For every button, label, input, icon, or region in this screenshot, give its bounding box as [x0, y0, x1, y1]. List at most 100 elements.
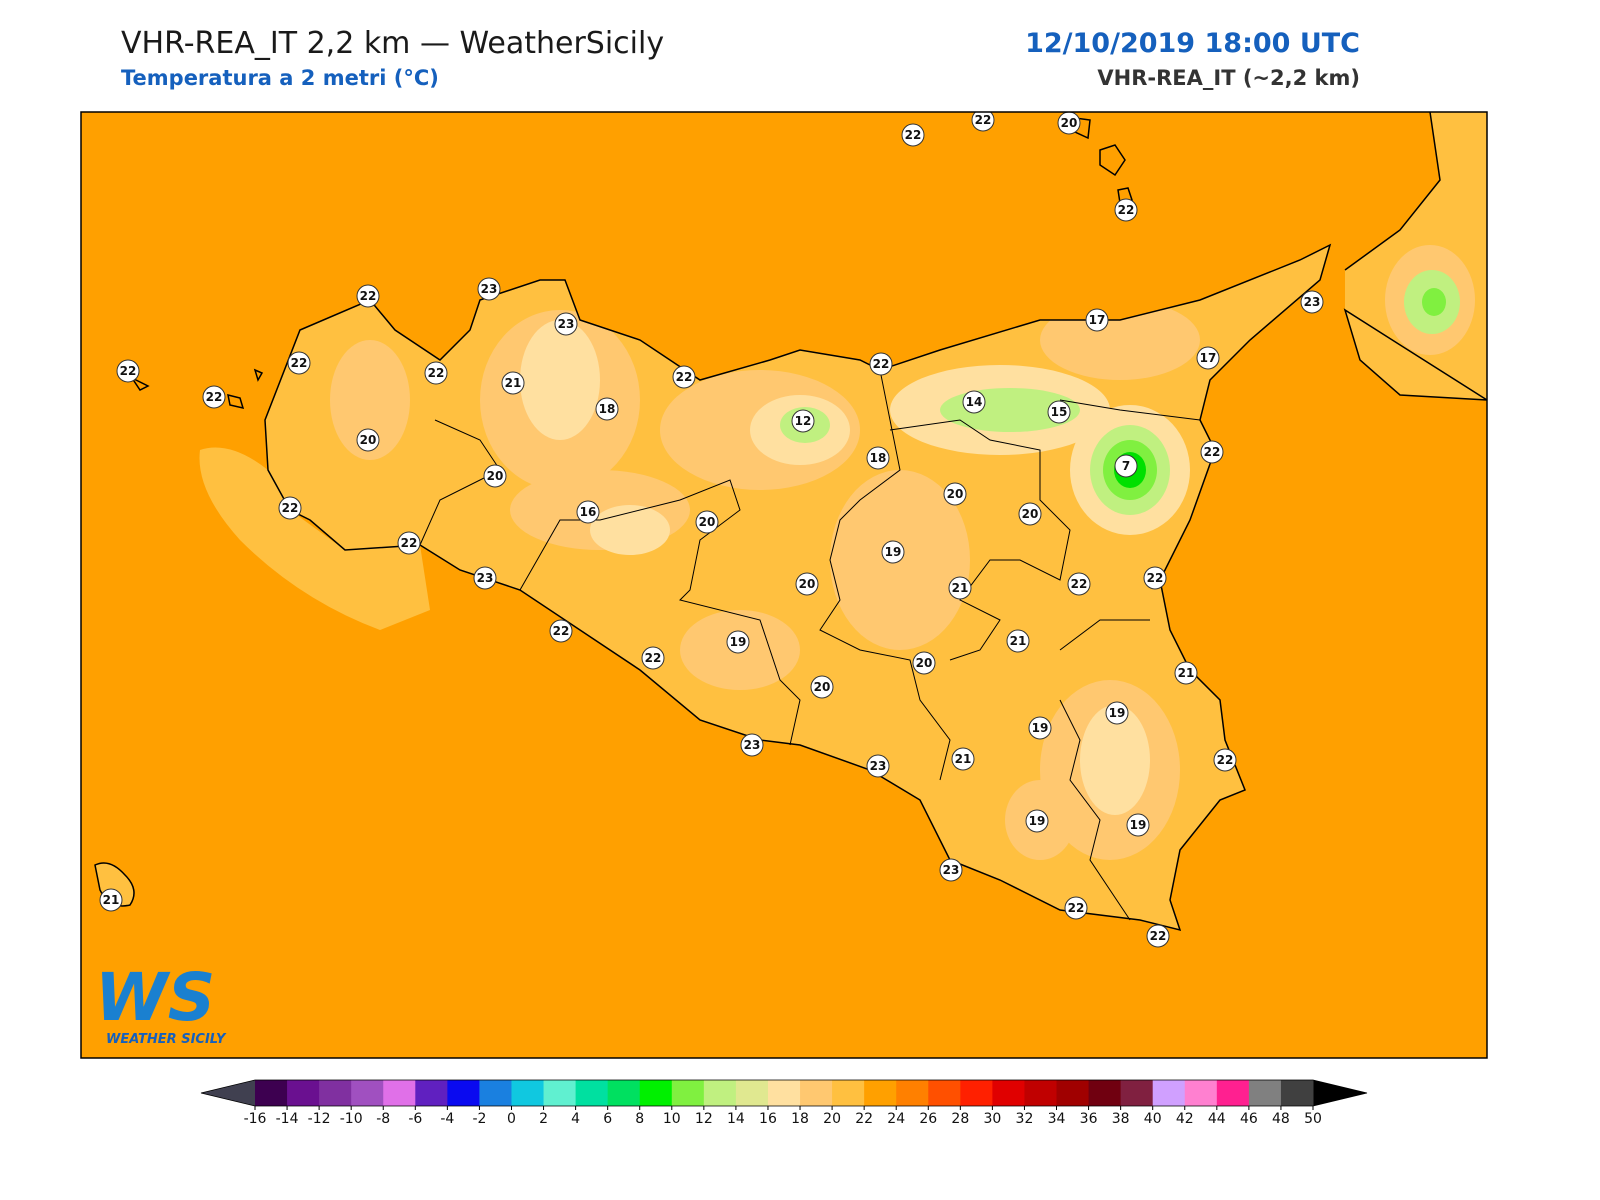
- colorbar-tick-label: 14: [727, 1111, 745, 1127]
- station: 14: [962, 390, 986, 414]
- colorbar-swatch: [671, 1080, 705, 1106]
- station-value: 16: [580, 505, 597, 519]
- station-marker: [962, 390, 986, 414]
- colorbar-swatch: [800, 1080, 833, 1106]
- station: 22: [356, 284, 380, 308]
- colorbar-swatch: [1184, 1080, 1218, 1106]
- colorbar-tick-label: 32: [1016, 1111, 1034, 1127]
- station-marker: [939, 858, 963, 882]
- station: 17: [1196, 346, 1220, 370]
- station-value: 19: [1130, 818, 1147, 832]
- station-value: 22: [360, 289, 377, 303]
- colorbar-swatch: [1088, 1080, 1122, 1106]
- station: 20: [912, 651, 936, 675]
- station-marker: [595, 397, 619, 421]
- field-patch: [330, 340, 410, 460]
- colorbar-swatch: [735, 1080, 769, 1106]
- station: 19: [881, 540, 905, 564]
- station: 21: [1006, 629, 1030, 653]
- station-marker: [576, 500, 600, 524]
- station: 20: [943, 482, 967, 506]
- station-marker: [971, 112, 995, 132]
- station-value: 22: [291, 356, 308, 370]
- station: 21: [1174, 661, 1198, 685]
- station-marker: [356, 428, 380, 452]
- station: 22: [397, 531, 421, 555]
- station-marker: [869, 352, 893, 376]
- station: 22: [641, 646, 665, 670]
- station: 22: [1146, 924, 1170, 948]
- colorbar-tick-label: 44: [1208, 1111, 1226, 1127]
- station-marker: [901, 123, 925, 147]
- colorbar-swatch: [447, 1080, 480, 1106]
- station-value: 22: [873, 357, 890, 371]
- station: 19: [1025, 809, 1049, 833]
- station-value: 22: [676, 370, 693, 384]
- station-value: 22: [401, 536, 418, 550]
- station-value: 21: [1010, 634, 1027, 648]
- station: 22: [202, 385, 226, 409]
- station: 22: [869, 352, 893, 376]
- colorbar-swatch: [1248, 1080, 1282, 1106]
- station: 20: [695, 510, 719, 534]
- station-value: 22: [645, 651, 662, 665]
- station-marker: [483, 464, 507, 488]
- station: 22: [1143, 566, 1167, 590]
- colorbar-swatch: [383, 1080, 416, 1106]
- station: 22: [1213, 748, 1237, 772]
- colorbar-tick-label: 2: [539, 1111, 548, 1127]
- station: 18: [866, 446, 890, 470]
- station: 21: [501, 371, 525, 395]
- station-value: 21: [505, 376, 522, 390]
- station-marker: [549, 619, 573, 643]
- colorbar-swatch: [1216, 1080, 1250, 1106]
- colorbar-swatch: [960, 1080, 993, 1106]
- map-frame: [80, 111, 1488, 1059]
- colorbar-tick-label: -2: [472, 1111, 486, 1127]
- colorbar-tick-label: -16: [244, 1111, 267, 1127]
- station-marker: [1006, 629, 1030, 653]
- station: 22: [901, 123, 925, 147]
- station-marker: [1025, 809, 1049, 833]
- station: 19: [726, 630, 750, 654]
- station-marker: [1057, 112, 1081, 135]
- station: 22: [278, 496, 302, 520]
- colorbar-swatch: [351, 1080, 384, 1106]
- station-value: 23: [477, 571, 494, 585]
- station: 20: [1018, 502, 1042, 526]
- station-marker: [943, 482, 967, 506]
- station-value: 19: [885, 545, 902, 559]
- colorbar-swatch: [896, 1080, 929, 1106]
- station: 21: [951, 747, 975, 771]
- station-marker: [287, 351, 311, 375]
- station-marker: [866, 754, 890, 778]
- station: 20: [810, 675, 834, 699]
- station-value: 20: [1022, 507, 1039, 521]
- station-value: 23: [1304, 295, 1321, 309]
- colorbar: -16 -14 -12 -10 -8 -6 -4 -2 0 2 4 6 8 10 12 14 16 18 20 22 2…: [200, 1079, 1368, 1127]
- station-marker: [1105, 701, 1129, 725]
- station-marker: [1047, 400, 1071, 424]
- colorbar-tick-label: 26: [919, 1111, 937, 1127]
- colorbar-swatch: [928, 1080, 961, 1106]
- station: 20: [795, 572, 819, 596]
- colorbar-over: [1313, 1080, 1367, 1106]
- colorbar-tick-label: -8: [376, 1111, 390, 1127]
- station-value: 20: [360, 433, 377, 447]
- station-value: 22: [1068, 901, 1085, 915]
- station: 22: [116, 359, 140, 383]
- station-marker: [1196, 346, 1220, 370]
- station-marker: [1213, 748, 1237, 772]
- colorbar-tick-label: -4: [440, 1111, 454, 1127]
- colorbar-tick-label: 24: [887, 1111, 905, 1127]
- colorbar-tick-label: 16: [759, 1111, 777, 1127]
- coastline: [1343, 112, 1487, 401]
- station-value: 21: [952, 581, 969, 595]
- colorbar-under: [201, 1080, 255, 1106]
- station-value: 22: [1217, 753, 1234, 767]
- station-value: 22: [282, 501, 299, 515]
- station-marker: [672, 365, 696, 389]
- station: 20: [356, 428, 380, 452]
- station: 19: [1105, 701, 1129, 725]
- station: 20: [1057, 112, 1081, 135]
